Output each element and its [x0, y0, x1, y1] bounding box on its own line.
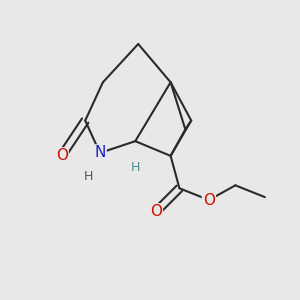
Text: N: N	[94, 146, 106, 160]
Text: O: O	[56, 148, 68, 164]
Text: O: O	[150, 204, 162, 219]
Text: H: H	[130, 161, 140, 174]
Text: O: O	[203, 193, 215, 208]
Text: H: H	[83, 170, 93, 183]
